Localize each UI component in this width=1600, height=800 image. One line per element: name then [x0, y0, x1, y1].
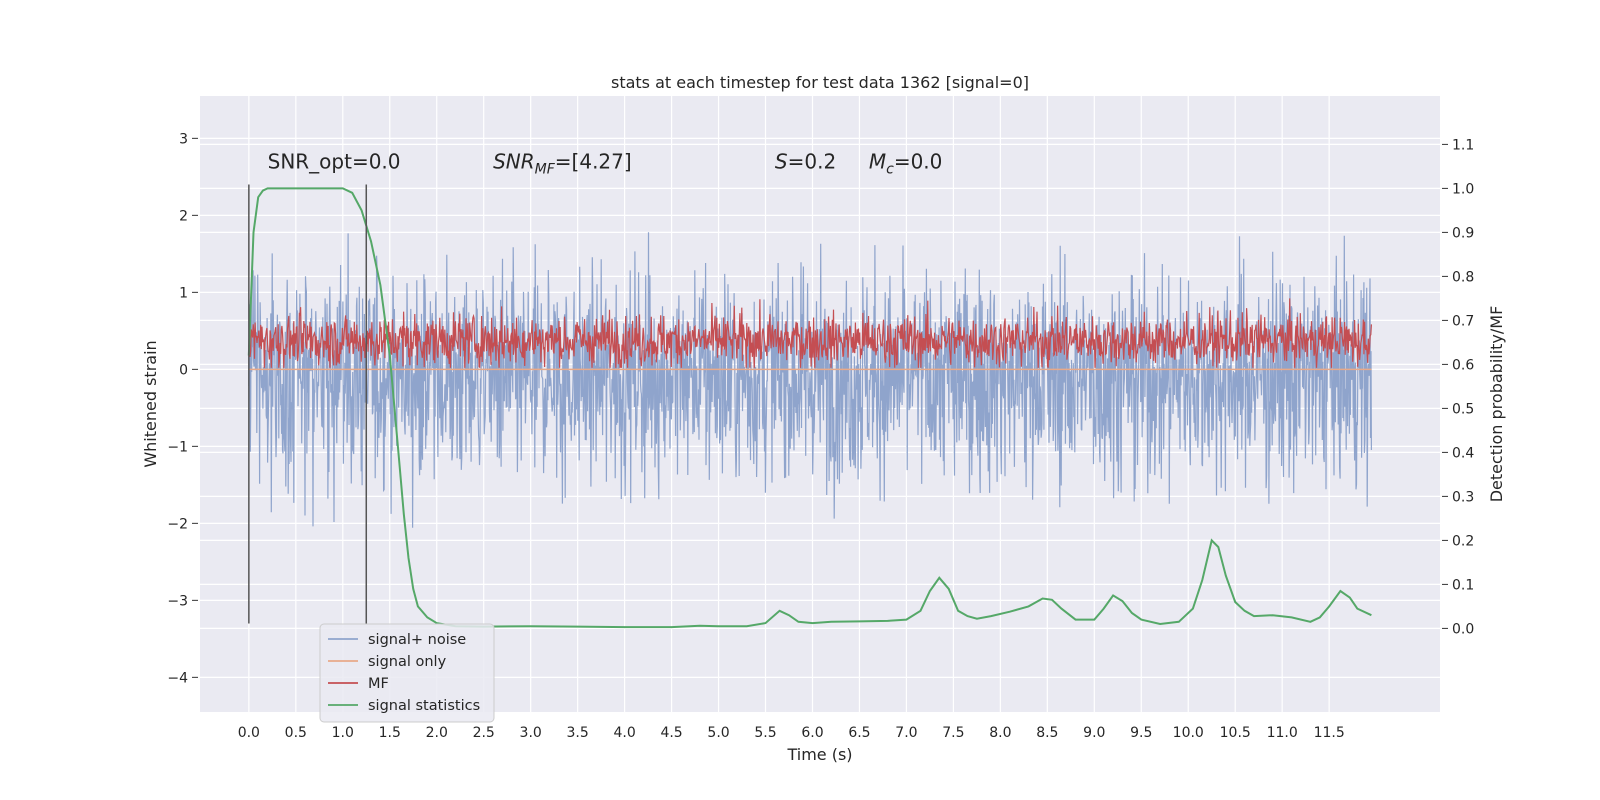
y-tick-label: −2	[167, 516, 188, 532]
x-tick-label: 5.0	[707, 725, 729, 741]
x-tick-label: 4.0	[613, 725, 635, 741]
legend-box	[319, 623, 495, 723]
y2-tick-label: 0.0	[1452, 621, 1474, 637]
x-tick-label: 2.0	[426, 725, 448, 741]
y2-axis-ticks: 1.1 1.0 0.9 0.8 0.7 0.6 0.5 0.4 0.3 0.2 0.1 0.0	[1442, 137, 1474, 637]
series-signal-statistics-line	[247, 187, 1372, 629]
y2-tick-label: 0.6	[1452, 357, 1474, 373]
y2-tick-label: 0.4	[1452, 445, 1474, 461]
x-tick-label: 11.5	[1314, 725, 1345, 741]
y2-tick-label: 0.1	[1452, 577, 1474, 593]
y-tick-label: 2	[179, 208, 188, 224]
y2-tick-label: 0.2	[1452, 533, 1474, 549]
plot-marks	[247, 184, 1372, 629]
y2-tick-label: 1.1	[1452, 137, 1474, 153]
x-tick-label: 0.0	[238, 725, 260, 741]
x-tick-label: 3.0	[520, 725, 542, 741]
y2-tick-label: 0.5	[1452, 401, 1474, 417]
y-tick-label: −3	[167, 593, 188, 609]
legend-label-signal-only: signal only	[368, 654, 447, 670]
x-tick-label: 10.0	[1173, 725, 1204, 741]
legend-label-signal-noise: signal+ noise	[368, 632, 466, 648]
y2-tick-label: 0.9	[1452, 225, 1474, 241]
y-tick-label: −4	[167, 670, 188, 686]
x-axis-ticks: 0.0 0.5 1.0 1.5 2.0 2.5 3.0 3.5 4.0 4.5 5.0 5.5 6.0 6…	[238, 725, 1345, 741]
legend: signal+ noise signal only MF signal stat…	[319, 623, 495, 723]
y-tick-label: −1	[167, 439, 188, 455]
y-tick-label: 1	[179, 285, 188, 301]
x-tick-label: 4.5	[660, 725, 682, 741]
series-mf-line	[248, 298, 1372, 369]
series-signal-noise-line	[248, 232, 1372, 528]
annotation-snr_opt: SNR_opt=0.0	[268, 150, 401, 174]
x-tick-label: 8.0	[989, 725, 1011, 741]
y-axis-title: Whitened strain	[141, 340, 160, 467]
x-tick-label: 7.0	[895, 725, 917, 741]
legend-label-mf: MF	[368, 676, 389, 692]
y-tick-label: 3	[179, 131, 188, 147]
grid	[200, 96, 1440, 712]
x-tick-label: 0.5	[285, 725, 307, 741]
x-tick-label: 11.0	[1267, 725, 1298, 741]
x-axis-title: Time (s)	[786, 745, 852, 764]
x-tick-label: 7.5	[942, 725, 964, 741]
annotation-mc: Mc=0.0	[869, 150, 943, 178]
y2-tick-label: 0.8	[1452, 269, 1474, 285]
x-tick-label: 6.5	[848, 725, 870, 741]
y2-axis-title: Detection probability/MF	[1487, 306, 1506, 503]
annotation-s: S=0.2	[775, 150, 836, 174]
x-tick-label: 6.0	[801, 725, 823, 741]
x-tick-label: 8.5	[1036, 725, 1058, 741]
annotations: SNR_opt=0.0 SNRMF=[4.27] S=0.2 Mc=0.0	[268, 150, 943, 178]
annotation-snr_mf: SNRMF=[4.27]	[493, 150, 632, 178]
vertical-markers	[248, 184, 368, 624]
x-tick-label: 1.0	[332, 725, 354, 741]
x-tick-label: 3.5	[567, 725, 589, 741]
y2-tick-label: 1.0	[1452, 181, 1474, 197]
x-tick-label: 5.5	[754, 725, 776, 741]
x-tick-label: 10.5	[1220, 725, 1251, 741]
x-tick-label: 9.0	[1083, 725, 1105, 741]
y2-tick-label: 0.3	[1452, 489, 1474, 505]
y-axis-ticks: 3 2 1 0 −1 −2 −3 −4	[167, 131, 198, 686]
x-tick-label: 9.5	[1130, 725, 1152, 741]
y2-tick-label: 0.7	[1452, 313, 1474, 329]
legend-label-signal-statistics: signal statistics	[368, 698, 480, 714]
y-tick-label: 0	[179, 362, 188, 378]
chart-title: stats at each timestep for test data 136…	[611, 73, 1029, 92]
x-tick-label: 1.5	[379, 725, 401, 741]
x-tick-label: 2.5	[473, 725, 495, 741]
